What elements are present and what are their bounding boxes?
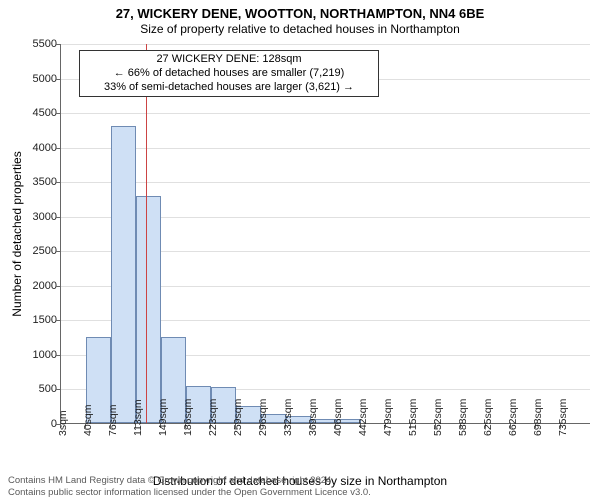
annotation-box: 27 WICKERY DENE: 128sqm← 66% of detached… — [79, 50, 379, 97]
footer-line1: Contains HM Land Registry data © Crown c… — [8, 475, 592, 486]
ytick-label: 3500 — [7, 176, 57, 188]
ytick-label: 1500 — [7, 314, 57, 326]
ytick-label: 0 — [7, 418, 57, 430]
plot-area: 27 WICKERY DENE: 128sqm← 66% of detached… — [60, 44, 590, 424]
ytick-mark — [56, 320, 60, 321]
annotation-line2: ← 66% of detached houses are smaller (7,… — [86, 67, 372, 81]
ytick-mark — [56, 182, 60, 183]
ytick-mark — [56, 113, 60, 114]
ytick-label: 5500 — [7, 38, 57, 50]
histogram-bar — [136, 196, 161, 423]
ytick-mark — [56, 79, 60, 80]
chart-title-line2: Size of property relative to detached ho… — [0, 22, 600, 36]
ytick-mark — [56, 286, 60, 287]
footer-line2: Contains public sector information licen… — [8, 487, 592, 498]
gridline — [61, 44, 590, 45]
ytick-label: 4500 — [7, 107, 57, 119]
annotation-line1: 27 WICKERY DENE: 128sqm — [86, 53, 372, 67]
annotation-line3: 33% of semi-detached houses are larger (… — [86, 81, 372, 95]
ytick-label: 1000 — [7, 349, 57, 361]
ytick-label: 5000 — [7, 73, 57, 85]
ytick-label: 4000 — [7, 142, 57, 154]
ytick-mark — [56, 389, 60, 390]
histogram-bar — [111, 126, 136, 423]
chart-container: 27, WICKERY DENE, WOOTTON, NORTHAMPTON, … — [0, 0, 600, 500]
ytick-label: 500 — [7, 383, 57, 395]
gridline — [61, 113, 590, 114]
ytick-mark — [56, 251, 60, 252]
ytick-mark — [56, 217, 60, 218]
chart-title-line1: 27, WICKERY DENE, WOOTTON, NORTHAMPTON, … — [0, 6, 600, 21]
ytick-label: 3000 — [7, 211, 57, 223]
footer-attribution: Contains HM Land Registry data © Crown c… — [8, 475, 592, 498]
ytick-label: 2500 — [7, 245, 57, 257]
gridline — [61, 182, 590, 183]
property-marker-line — [146, 44, 147, 423]
ytick-mark — [56, 355, 60, 356]
gridline — [61, 148, 590, 149]
ytick-mark — [56, 44, 60, 45]
ytick-mark — [56, 148, 60, 149]
ytick-label: 2000 — [7, 280, 57, 292]
